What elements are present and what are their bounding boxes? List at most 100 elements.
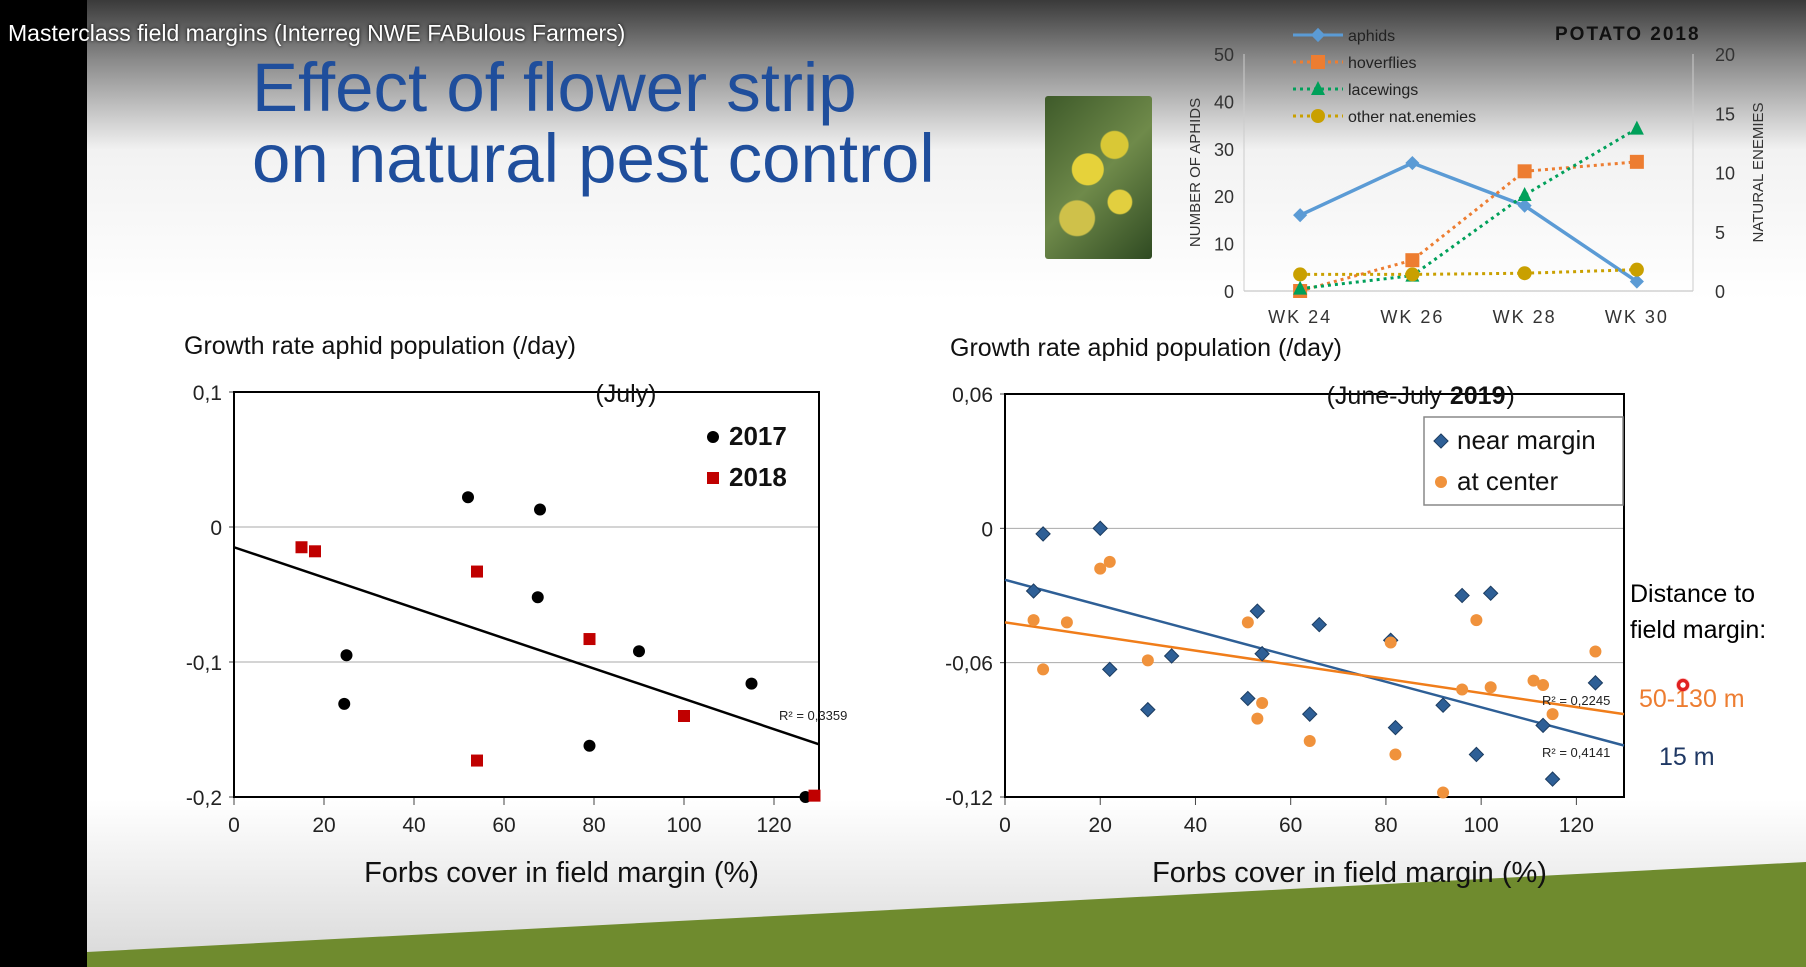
data-point-near-margin <box>1163 648 1180 664</box>
distance-label: Distance to field margin: <box>1630 576 1766 648</box>
x-tick-label: WK 24 <box>1268 307 1332 327</box>
chart-subtitle: (July) <box>595 380 656 408</box>
slide-title-line-1: Effect of flower strip <box>252 49 857 126</box>
x-tick-label: 40 <box>1184 814 1207 837</box>
distance-far-label: 50-130 m <box>1639 685 1745 713</box>
legend-label: aphids <box>1348 28 1395 45</box>
data-point-2017 <box>633 645 645 658</box>
data-point-2017 <box>338 697 351 710</box>
series-point <box>1405 267 1420 282</box>
x-tick-label: 100 <box>1464 814 1499 837</box>
series-line-hoverflies <box>1299 160 1638 293</box>
aphid-photo <box>1045 96 1152 259</box>
y-tick-label: -0,12 <box>945 787 993 810</box>
chart-title: Growth rate aphid population (/day) <box>184 332 576 360</box>
plot-area <box>1004 393 1625 798</box>
data-point-near-margin <box>1140 701 1156 718</box>
data-point-at-center <box>1027 614 1040 627</box>
data-point-near-margin <box>1025 583 1042 599</box>
chart-subtitle: (June-July <box>1327 382 1449 410</box>
x-tick-label: WK 26 <box>1380 307 1444 327</box>
data-point-at-center <box>1060 616 1073 629</box>
data-point-near-margin <box>1240 690 1256 707</box>
legend-marker <box>1435 476 1447 488</box>
x-tick-label: 120 <box>756 814 791 837</box>
y-tick-label: -0,2 <box>186 787 222 810</box>
chart-subtitle-end: ) <box>1507 382 1515 410</box>
legend-label: lacewings <box>1348 82 1418 99</box>
trendline <box>1004 621 1625 716</box>
data-point-near-margin <box>1544 771 1561 787</box>
y-tick-label: 10 <box>1214 235 1234 255</box>
y-axis-title: NUMBER OF APHIDS <box>1187 98 1204 247</box>
data-point-2018 <box>583 633 596 646</box>
data-point-at-center <box>1256 696 1269 709</box>
x-tick-label: 80 <box>582 814 605 837</box>
data-point-at-center <box>1589 645 1602 658</box>
legend-label: at center <box>1457 466 1559 496</box>
y-tick-label: 0,1 <box>193 382 222 405</box>
data-point-2018 <box>295 541 308 554</box>
series-line-other-nat-enemies <box>1300 268 1637 276</box>
distance-label-line-2: field margin: <box>1630 616 1767 644</box>
legend-marker <box>1433 433 1449 449</box>
data-point-at-center <box>1546 708 1559 721</box>
series-point <box>1629 154 1644 169</box>
data-point-near-margin <box>1587 675 1604 691</box>
series-point <box>1293 280 1308 295</box>
data-point-near-margin <box>1435 697 1451 713</box>
x-tick-label: 60 <box>1279 814 1302 837</box>
x-axis-title: Forbs cover in field margin (%) <box>1152 857 1547 889</box>
data-point-near-margin <box>1101 661 1118 678</box>
video-title[interactable]: Masterclass field margins (Interreg NWE … <box>8 20 626 46</box>
series-point <box>1629 120 1644 135</box>
data-point-near-margin <box>1035 526 1051 542</box>
data-point-2018 <box>471 565 483 578</box>
legend-marker <box>1311 81 1325 95</box>
series-point <box>1629 274 1644 289</box>
data-point-at-center <box>1141 654 1154 667</box>
data-point-near-margin <box>1092 520 1109 537</box>
y-tick-label: 0,06 <box>952 384 993 407</box>
legend-label: 2018 <box>729 462 787 492</box>
legend-marker <box>1311 109 1325 123</box>
y-tick-label: -0,1 <box>186 652 222 675</box>
x-tick-label: WK 30 <box>1605 307 1669 327</box>
series-line-aphids <box>1299 161 1638 283</box>
series-point <box>1629 262 1644 277</box>
y-tick-label: 40 <box>1214 92 1234 112</box>
chart-title: Growth rate aphid population (/day) <box>950 334 1342 362</box>
data-point-2018 <box>471 754 483 767</box>
data-point-at-center <box>1094 562 1107 575</box>
data-point-2017 <box>340 649 353 662</box>
distance-near-label: 15 m <box>1659 743 1715 771</box>
x-tick-label: 0 <box>999 814 1011 837</box>
x-tick-label: 0 <box>228 814 240 837</box>
data-point-2017 <box>462 491 474 504</box>
plot-area <box>233 391 820 798</box>
y-tick-label: 0 <box>210 517 222 540</box>
data-point-near-margin <box>1311 616 1328 633</box>
series-point <box>1517 164 1532 179</box>
data-point-at-center <box>1389 748 1402 761</box>
y-tick-label: 50 <box>1214 45 1234 65</box>
data-point-at-center <box>1241 616 1254 629</box>
series-point <box>1517 187 1532 202</box>
legend-label: hoverflies <box>1348 55 1416 72</box>
slide-title: Effect of flower strip on natural pest c… <box>252 52 935 194</box>
video-letterbox <box>0 0 87 967</box>
r-squared-label: R² = 0,2245 <box>1542 693 1610 708</box>
series-point <box>1293 267 1308 282</box>
legend-marker <box>1311 55 1325 69</box>
data-point-near-margin <box>1249 603 1266 619</box>
chart-subtitle-year: 2019 <box>1450 382 1506 410</box>
legend-label: 2017 <box>729 421 787 451</box>
data-point-near-margin <box>1387 719 1404 736</box>
y2-tick-label: 10 <box>1715 164 1735 184</box>
r-squared-label: R² = 0,3359 <box>779 708 847 723</box>
data-point-near-margin <box>1301 706 1318 722</box>
series-point <box>1405 253 1420 268</box>
series-point <box>1517 198 1532 213</box>
x-tick-label: 120 <box>1559 814 1594 837</box>
